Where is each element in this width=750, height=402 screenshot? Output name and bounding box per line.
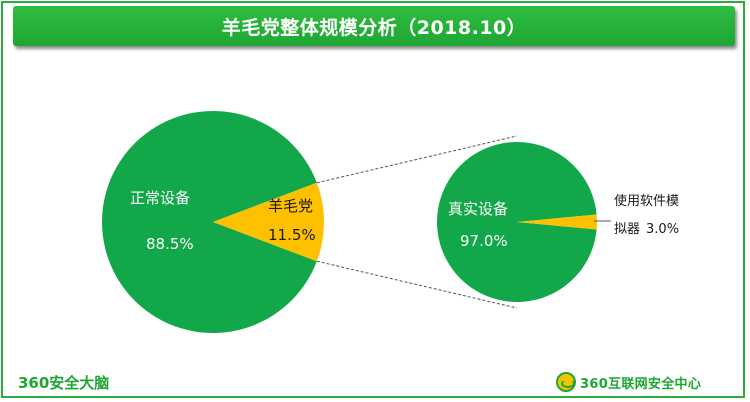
connector-line-bottom <box>316 260 518 309</box>
pie-right-slice-real <box>436 141 597 302</box>
pie-right-slice-emulator <box>517 214 597 230</box>
value-emulator: 3.0% <box>646 222 679 237</box>
label-real-device: 真实设备 <box>448 200 508 218</box>
pie-left-slice-normal <box>101 110 317 334</box>
pie-right <box>436 141 597 302</box>
pie-left-slice-wool <box>213 182 324 262</box>
brand-360-security-center: 360互联网安全中心 <box>556 372 701 392</box>
pie-left <box>101 110 324 334</box>
label-normal-device: 正常设备 <box>130 189 190 207</box>
brand-right-text: 360互联网安全中心 <box>580 376 702 392</box>
360-logo-icon <box>556 372 576 392</box>
label-emulator-line1: 使用软件模 <box>614 193 679 209</box>
label-wool-party: 羊毛党 <box>268 197 313 215</box>
value-wool-party: 11.5% <box>268 226 316 244</box>
value-real-device: 97.0% <box>460 232 508 250</box>
label-emulator-line2-text: 拟器 <box>614 222 640 237</box>
brand-360-brain: 360安全大脑 <box>18 374 110 392</box>
chart-title: 羊毛党整体规模分析（2018.10） <box>221 16 527 39</box>
connector-line-top <box>316 135 518 184</box>
value-normal-device: 88.5% <box>146 235 194 253</box>
title-banner: 羊毛党整体规模分析（2018.10） <box>13 6 735 46</box>
label-emulator-line2: 拟器 3.0% <box>614 222 679 237</box>
